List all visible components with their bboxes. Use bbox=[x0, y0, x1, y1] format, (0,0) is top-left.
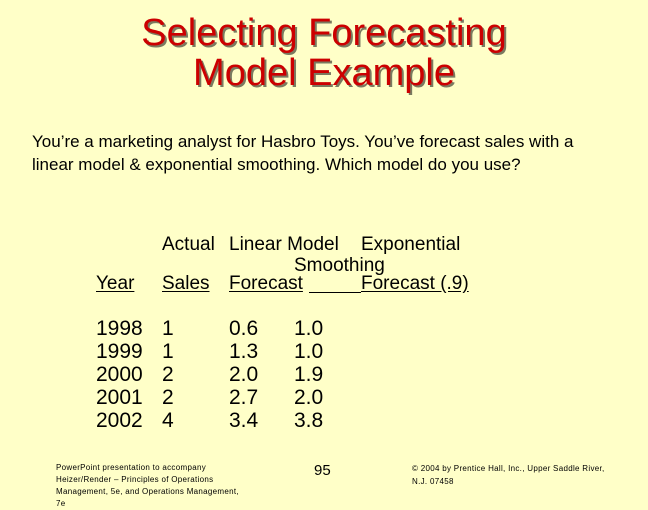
linear-forecast-cell: 2.0 bbox=[229, 363, 259, 386]
year-cell: 1999 bbox=[96, 340, 143, 363]
header-linear-model: Linear Model bbox=[229, 234, 339, 255]
footer-right-line: © 2004 by Prentice Hall, Inc., Upper Sad… bbox=[412, 464, 605, 473]
slide-title-line-2: Model Example bbox=[193, 52, 455, 94]
year-cell: 1998 bbox=[96, 317, 143, 340]
header-underline-connector bbox=[309, 292, 361, 293]
footer-right-line: N.J. 07458 bbox=[412, 477, 454, 486]
footer-left-line: Heizer/Render – Principles of Operations bbox=[56, 475, 214, 484]
header-actual: Actual bbox=[162, 234, 215, 255]
exp-forecast-cell: 1.0 bbox=[294, 340, 324, 363]
header-linear-forecast: Forecast bbox=[229, 273, 303, 294]
sales-cell: 4 bbox=[162, 409, 174, 432]
page-number: 95 bbox=[314, 462, 331, 479]
linear-forecast-cell: 2.7 bbox=[229, 386, 259, 409]
header-sales: Sales bbox=[162, 273, 210, 294]
exp-forecast-cell: 1.0 bbox=[294, 317, 324, 340]
header-exp-forecast: Forecast (.9) bbox=[361, 273, 469, 294]
linear-forecast-cell: 0.6 bbox=[229, 317, 259, 340]
header-year: Year bbox=[96, 273, 135, 294]
year-cell: 2002 bbox=[96, 409, 143, 432]
exp-forecast-cell: 3.8 bbox=[294, 409, 324, 432]
year-cell: 2000 bbox=[96, 363, 143, 386]
footer-attribution: PowerPoint presentation to accompany Hei… bbox=[56, 462, 256, 510]
footer-left-line: Management, 5e, and Operations Managemen… bbox=[56, 487, 239, 496]
footer-left-line: PowerPoint presentation to accompany bbox=[56, 463, 206, 472]
header-exponential: Exponential bbox=[361, 234, 461, 255]
linear-forecast-cell: 3.4 bbox=[229, 409, 259, 432]
header-smoothing: Smoothing bbox=[294, 255, 385, 276]
year-cell: 2001 bbox=[96, 386, 143, 409]
footer-left-line: 7e bbox=[56, 499, 66, 508]
slide-title-line-1: Selecting Forecasting bbox=[141, 12, 507, 54]
intro-paragraph: You’re a marketing analyst for Hasbro To… bbox=[32, 132, 574, 174]
sales-cell: 1 bbox=[162, 317, 174, 340]
sales-cell: 1 bbox=[162, 340, 174, 363]
sales-cell: 2 bbox=[162, 363, 174, 386]
sales-cell: 2 bbox=[162, 386, 174, 409]
exp-forecast-cell: 2.0 bbox=[294, 386, 324, 409]
linear-forecast-cell: 1.3 bbox=[229, 340, 259, 363]
footer-copyright: © 2004 by Prentice Hall, Inc., Upper Sad… bbox=[412, 462, 632, 488]
exp-forecast-cell: 1.9 bbox=[294, 363, 324, 386]
